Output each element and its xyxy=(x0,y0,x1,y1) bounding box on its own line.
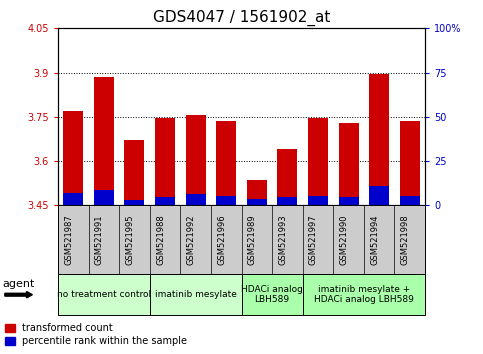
Text: agent: agent xyxy=(2,279,35,289)
Text: imatinib mesylate: imatinib mesylate xyxy=(155,290,237,299)
Title: GDS4047 / 1561902_at: GDS4047 / 1561902_at xyxy=(153,9,330,25)
Text: GSM521995: GSM521995 xyxy=(126,215,134,265)
Text: GSM521992: GSM521992 xyxy=(186,215,196,265)
Text: GSM521988: GSM521988 xyxy=(156,215,165,265)
Text: imatinib mesylate +
HDACi analog LBH589: imatinib mesylate + HDACi analog LBH589 xyxy=(314,285,414,304)
Bar xyxy=(155,198,175,205)
Bar xyxy=(94,77,114,205)
Text: GSM521989: GSM521989 xyxy=(248,215,257,265)
Bar xyxy=(155,118,175,205)
Bar xyxy=(369,74,389,205)
Bar xyxy=(400,121,420,205)
Text: GSM521990: GSM521990 xyxy=(340,215,349,265)
Text: no treatment control: no treatment control xyxy=(57,290,151,299)
Bar xyxy=(247,180,267,205)
Bar xyxy=(216,196,236,205)
Bar xyxy=(369,186,389,205)
Bar xyxy=(339,123,358,205)
Bar xyxy=(63,193,83,205)
Bar xyxy=(63,111,83,205)
Text: GSM521996: GSM521996 xyxy=(217,215,226,265)
Text: GSM521993: GSM521993 xyxy=(278,215,287,265)
Bar xyxy=(185,194,206,205)
Bar xyxy=(216,121,236,205)
Text: GSM521997: GSM521997 xyxy=(309,215,318,265)
Bar xyxy=(247,199,267,205)
Text: GSM521991: GSM521991 xyxy=(95,215,104,265)
Bar xyxy=(185,115,206,205)
Bar xyxy=(125,200,144,205)
Text: HDACi analog
LBH589: HDACi analog LBH589 xyxy=(241,285,303,304)
Legend: transformed count, percentile rank within the sample: transformed count, percentile rank withi… xyxy=(5,324,187,346)
Bar xyxy=(308,196,328,205)
Bar xyxy=(277,149,298,205)
Bar xyxy=(277,198,298,205)
Bar xyxy=(125,141,144,205)
Text: GSM521987: GSM521987 xyxy=(64,215,73,265)
Text: GSM521998: GSM521998 xyxy=(401,215,410,265)
Bar xyxy=(400,196,420,205)
Text: GSM521994: GSM521994 xyxy=(370,215,379,265)
Bar xyxy=(94,190,114,205)
Bar xyxy=(339,198,358,205)
Bar xyxy=(308,118,328,205)
